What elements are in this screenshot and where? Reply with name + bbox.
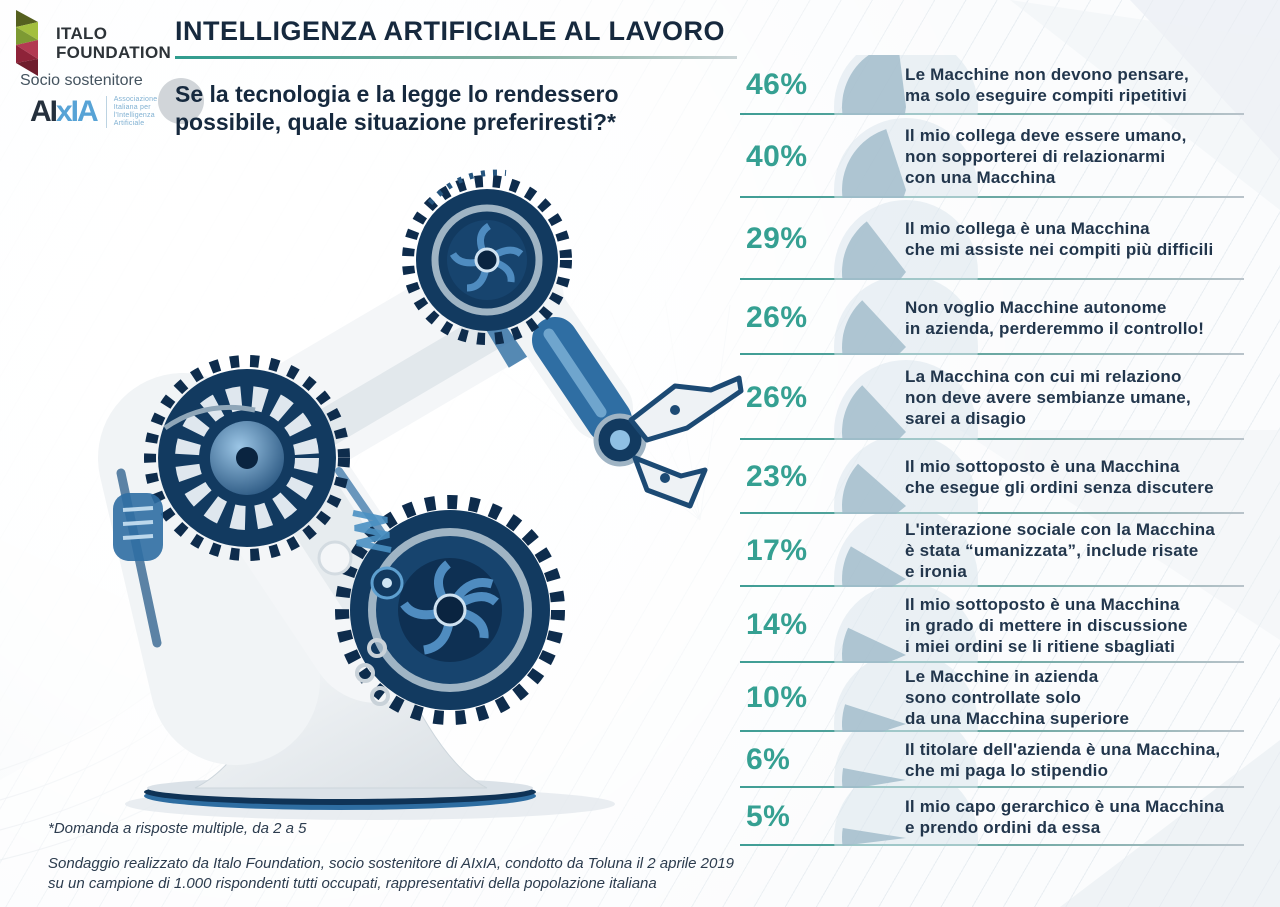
result-text: Il mio capo gerarchico è una Macchina e … [905, 797, 1225, 837]
result-text: Le Macchine in azienda sono controllate … [905, 667, 1130, 728]
result-text: Il mio sottoposto è una Macchina in grad… [905, 594, 1188, 656]
result-text: La Macchina con cui mi relaziono non dev… [905, 367, 1191, 428]
result-text: Il mio collega deve essere umano, non so… [905, 126, 1187, 187]
percentage-value: 23% [746, 460, 808, 493]
result-row: 26% Non voglio Macchine autonome in azie… [738, 280, 1246, 355]
percentage-value: 29% [746, 222, 808, 255]
result-row: 10% Le Macchine in azienda sono controll… [738, 663, 1246, 732]
percentage-value: 17% [746, 533, 808, 567]
result-row: 23% Il mio sottoposto è una Macchina che… [738, 440, 1246, 514]
result-row: 6% Il titolare dell'azienda è una Macchi… [738, 732, 1246, 788]
supporter-label: Socio sostenitore [20, 72, 143, 89]
pie-wedge-icon [834, 55, 978, 115]
aixia-caption-line: Italiana per [113, 104, 151, 111]
result-text: Le Macchine non devono pensare, ma solo … [905, 65, 1189, 105]
pie-wedge-icon [834, 280, 978, 355]
aixia-caption-line: Associazione [113, 96, 158, 103]
result-row: 26% La Macchina con cui mi relaziono non… [738, 355, 1246, 440]
survey-question-line: possibile, quale situazione preferiresti… [175, 109, 616, 135]
percentage-value: 26% [746, 300, 808, 334]
org-name-line2: FOUNDATION [56, 43, 172, 62]
page-title: INTELLIGENZA ARTIFICIALE AL LAVORO [175, 16, 725, 46]
result-text: Non voglio Macchine autonome in azienda,… [905, 297, 1205, 338]
pie-wedge-icon [834, 732, 978, 788]
aixia-caption-line: l'Intelligenza [113, 112, 155, 119]
result-row: 14% Il mio sottoposto è una Macchina in … [738, 587, 1246, 663]
robot-arm-illustration [98, 169, 744, 820]
percentage-value: 46% [746, 68, 808, 101]
result-row: 17% L'interazione sociale con la Macchin… [738, 514, 1246, 587]
survey-results-list: 46% Le Macchine non devono pensare, ma s… [738, 55, 1246, 846]
org-name: ITALO FOUNDATION [56, 24, 171, 62]
aixia-wordmark: AIxIA [30, 95, 99, 128]
pie-wedge-icon [834, 440, 978, 514]
pie-wedge-icon [834, 514, 978, 587]
wrist-rotor-joint [402, 169, 572, 345]
percentage-value: 5% [746, 800, 791, 833]
gripper-lower-finger [632, 455, 708, 509]
percentage-value: 26% [746, 380, 808, 414]
aixia-caption: Associazione Italiana per l'Intelligenza… [105, 96, 158, 128]
result-text: Il mio sottoposto è una Macchina che ese… [905, 457, 1214, 497]
result-text: L'interazione sociale con la Macchina è … [905, 520, 1215, 581]
result-row: 29% Il mio collega è una Macchina che mi… [738, 198, 1246, 280]
pie-wedge-icon [834, 587, 978, 663]
shoulder-joint [144, 355, 350, 561]
survey-source-note: Sondaggio realizzato da Italo Foundation… [48, 855, 735, 892]
result-row: 46% Le Macchine non devono pensare, ma s… [738, 55, 1246, 115]
pie-wedge-icon [834, 200, 978, 280]
survey-question-line: Se la tecnologia e la legge lo rendesser… [175, 81, 619, 107]
pie-wedge-icon [834, 360, 978, 440]
italo-foundation-logo: ITALO FOUNDATION [10, 10, 171, 76]
aixia-wordmark-light: xIA [56, 95, 99, 128]
pie-wedge-icon [834, 663, 978, 732]
org-name-line1: ITALO [56, 24, 108, 43]
aixia-logo: AIxIA Associazione Italiana per l'Intell… [30, 96, 157, 128]
gripper-upper-finger [628, 375, 744, 443]
percentage-value: 6% [746, 743, 791, 776]
survey-question: Se la tecnologia e la legge lo rendesser… [175, 80, 619, 136]
percentage-value: 14% [746, 608, 808, 641]
pie-wedge-icon [834, 118, 978, 198]
result-text: Il mio collega è una Macchina che mi ass… [905, 219, 1214, 259]
result-text: Il titolare dell'azienda è una Macchina,… [905, 740, 1221, 780]
multiple-answers-footnote: *Domanda a risposte multiple, da 2 a 5 [48, 820, 307, 837]
pie-wedge-icon [834, 788, 978, 846]
percentage-value: 10% [746, 680, 808, 714]
title-underline [175, 56, 737, 59]
italo-foundation-ribbon-icon [16, 10, 38, 76]
question-accent-circle [158, 78, 204, 124]
percentage-value: 40% [746, 139, 808, 173]
aixia-caption-line: Artificiale [113, 120, 145, 127]
elbow-joint [335, 495, 565, 725]
aixia-wordmark-dark: AI [30, 95, 58, 128]
result-row: 5% Il mio capo gerarchico è una Macchina… [738, 788, 1246, 846]
result-row: 40% Il mio collega deve essere umano, no… [738, 115, 1246, 198]
